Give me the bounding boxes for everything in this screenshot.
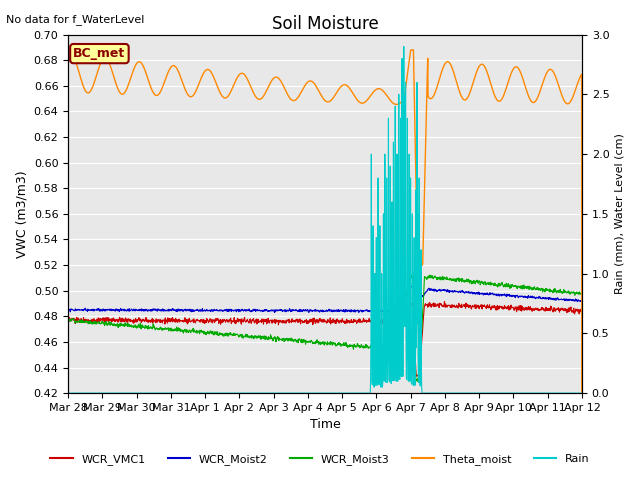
Title: Soil Moisture: Soil Moisture (272, 15, 378, 33)
Y-axis label: VWC (m3/m3): VWC (m3/m3) (15, 170, 28, 258)
X-axis label: Time: Time (310, 419, 340, 432)
Text: No data for f_WaterLevel: No data for f_WaterLevel (6, 14, 145, 25)
Legend: WCR_VMC1, WCR_Moist2, WCR_Moist3, Theta_moist, Rain: WCR_VMC1, WCR_Moist2, WCR_Moist3, Theta_… (46, 450, 594, 469)
Y-axis label: Rain (mm), Water Level (cm): Rain (mm), Water Level (cm) (615, 133, 625, 294)
Text: BC_met: BC_met (74, 47, 125, 60)
